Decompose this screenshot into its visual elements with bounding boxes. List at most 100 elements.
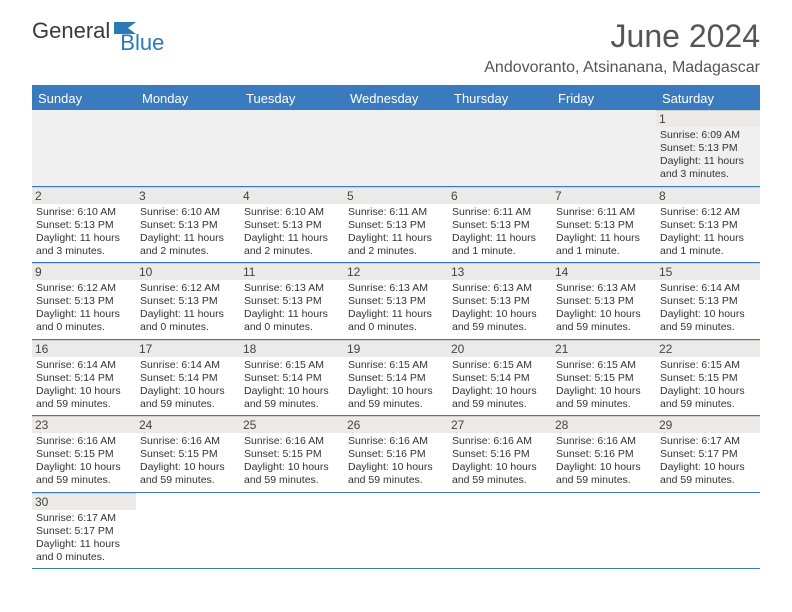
- day-number: 27: [448, 417, 552, 433]
- day-number: 16: [32, 341, 136, 357]
- sunset-line: Sunset: 5:13 PM: [556, 219, 652, 232]
- sunset-line: Sunset: 5:13 PM: [244, 295, 340, 308]
- week-row: 30Sunrise: 6:17 AMSunset: 5:17 PMDayligh…: [32, 493, 760, 570]
- day-cell: [552, 493, 656, 569]
- day-number: 5: [344, 188, 448, 204]
- day-cell: 25Sunrise: 6:16 AMSunset: 5:15 PMDayligh…: [240, 416, 344, 492]
- day-cell: 4Sunrise: 6:10 AMSunset: 5:13 PMDaylight…: [240, 187, 344, 263]
- week-row: 16Sunrise: 6:14 AMSunset: 5:14 PMDayligh…: [32, 340, 760, 417]
- sunset-line: Sunset: 5:16 PM: [348, 448, 444, 461]
- sunset-line: Sunset: 5:13 PM: [36, 219, 132, 232]
- sunrise-line: Sunrise: 6:12 AM: [660, 206, 756, 219]
- logo-text-general: General: [32, 18, 110, 44]
- daylight-line: Daylight: 10 hours and 59 minutes.: [140, 461, 236, 487]
- daylight-line: Daylight: 11 hours and 0 minutes.: [348, 308, 444, 334]
- day-cell: [136, 110, 240, 186]
- day-header: Wednesday: [344, 87, 448, 110]
- sunset-line: Sunset: 5:13 PM: [348, 295, 444, 308]
- daylight-line: Daylight: 11 hours and 1 minute.: [660, 232, 756, 258]
- sunset-line: Sunset: 5:13 PM: [244, 219, 340, 232]
- day-cell: 17Sunrise: 6:14 AMSunset: 5:14 PMDayligh…: [136, 340, 240, 416]
- day-number: 30: [32, 494, 136, 510]
- day-cell: 2Sunrise: 6:10 AMSunset: 5:13 PMDaylight…: [32, 187, 136, 263]
- sunrise-line: Sunrise: 6:12 AM: [140, 282, 236, 295]
- sunrise-line: Sunrise: 6:15 AM: [348, 359, 444, 372]
- day-cell: 9Sunrise: 6:12 AMSunset: 5:13 PMDaylight…: [32, 263, 136, 339]
- day-cell: 30Sunrise: 6:17 AMSunset: 5:17 PMDayligh…: [32, 493, 136, 569]
- day-number: 23: [32, 417, 136, 433]
- sunrise-line: Sunrise: 6:10 AM: [140, 206, 236, 219]
- daylight-line: Daylight: 11 hours and 1 minute.: [452, 232, 548, 258]
- sunrise-line: Sunrise: 6:16 AM: [140, 435, 236, 448]
- sunset-line: Sunset: 5:16 PM: [452, 448, 548, 461]
- day-number: 11: [240, 264, 344, 280]
- sunset-line: Sunset: 5:13 PM: [660, 219, 756, 232]
- day-number: 17: [136, 341, 240, 357]
- sunrise-line: Sunrise: 6:15 AM: [660, 359, 756, 372]
- sunrise-line: Sunrise: 6:16 AM: [36, 435, 132, 448]
- day-cell: 19Sunrise: 6:15 AMSunset: 5:14 PMDayligh…: [344, 340, 448, 416]
- day-cell: 1Sunrise: 6:09 AMSunset: 5:13 PMDaylight…: [656, 110, 760, 186]
- day-number: 1: [656, 111, 760, 127]
- sunrise-line: Sunrise: 6:16 AM: [244, 435, 340, 448]
- sunrise-line: Sunrise: 6:15 AM: [452, 359, 548, 372]
- sunrise-line: Sunrise: 6:15 AM: [244, 359, 340, 372]
- daylight-line: Daylight: 10 hours and 59 minutes.: [452, 308, 548, 334]
- week-row: 1Sunrise: 6:09 AMSunset: 5:13 PMDaylight…: [32, 110, 760, 187]
- day-cell: [32, 110, 136, 186]
- daylight-line: Daylight: 11 hours and 2 minutes.: [140, 232, 236, 258]
- day-number: 18: [240, 341, 344, 357]
- sunset-line: Sunset: 5:13 PM: [660, 295, 756, 308]
- day-cell: [240, 110, 344, 186]
- week-row: 2Sunrise: 6:10 AMSunset: 5:13 PMDaylight…: [32, 187, 760, 264]
- day-cell: 22Sunrise: 6:15 AMSunset: 5:15 PMDayligh…: [656, 340, 760, 416]
- sunrise-line: Sunrise: 6:16 AM: [452, 435, 548, 448]
- day-number: 10: [136, 264, 240, 280]
- daylight-line: Daylight: 11 hours and 0 minutes.: [36, 308, 132, 334]
- sunset-line: Sunset: 5:13 PM: [348, 219, 444, 232]
- sunrise-line: Sunrise: 6:13 AM: [452, 282, 548, 295]
- day-cell: [136, 493, 240, 569]
- day-number: 26: [344, 417, 448, 433]
- sunset-line: Sunset: 5:13 PM: [660, 142, 756, 155]
- sunrise-line: Sunrise: 6:16 AM: [556, 435, 652, 448]
- day-number: 28: [552, 417, 656, 433]
- sunset-line: Sunset: 5:15 PM: [36, 448, 132, 461]
- day-header: Thursday: [448, 87, 552, 110]
- daylight-line: Daylight: 10 hours and 59 minutes.: [348, 461, 444, 487]
- logo: General Blue: [32, 18, 164, 44]
- sunset-line: Sunset: 5:13 PM: [140, 219, 236, 232]
- day-number: 21: [552, 341, 656, 357]
- day-number: 19: [344, 341, 448, 357]
- sunset-line: Sunset: 5:13 PM: [452, 295, 548, 308]
- day-header: Friday: [552, 87, 656, 110]
- sunset-line: Sunset: 5:17 PM: [36, 525, 132, 538]
- day-number: 25: [240, 417, 344, 433]
- sunrise-line: Sunrise: 6:12 AM: [36, 282, 132, 295]
- day-cell: 24Sunrise: 6:16 AMSunset: 5:15 PMDayligh…: [136, 416, 240, 492]
- day-number: 14: [552, 264, 656, 280]
- sunrise-line: Sunrise: 6:14 AM: [36, 359, 132, 372]
- daylight-line: Daylight: 11 hours and 2 minutes.: [244, 232, 340, 258]
- day-cell: 14Sunrise: 6:13 AMSunset: 5:13 PMDayligh…: [552, 263, 656, 339]
- logo-text-blue: Blue: [120, 30, 164, 56]
- day-cell: [552, 110, 656, 186]
- sunset-line: Sunset: 5:14 PM: [36, 372, 132, 385]
- sunrise-line: Sunrise: 6:10 AM: [36, 206, 132, 219]
- title-block: June 2024 Andovoranto, Atsinanana, Madag…: [484, 18, 760, 77]
- sunset-line: Sunset: 5:13 PM: [36, 295, 132, 308]
- day-cell: 15Sunrise: 6:14 AMSunset: 5:13 PMDayligh…: [656, 263, 760, 339]
- sunrise-line: Sunrise: 6:13 AM: [556, 282, 652, 295]
- sunrise-line: Sunrise: 6:17 AM: [660, 435, 756, 448]
- day-cell: 3Sunrise: 6:10 AMSunset: 5:13 PMDaylight…: [136, 187, 240, 263]
- sunset-line: Sunset: 5:14 PM: [244, 372, 340, 385]
- day-cell: 16Sunrise: 6:14 AMSunset: 5:14 PMDayligh…: [32, 340, 136, 416]
- sunrise-line: Sunrise: 6:09 AM: [660, 129, 756, 142]
- day-cell: 8Sunrise: 6:12 AMSunset: 5:13 PMDaylight…: [656, 187, 760, 263]
- day-number: 12: [344, 264, 448, 280]
- day-header: Tuesday: [240, 87, 344, 110]
- daylight-line: Daylight: 10 hours and 59 minutes.: [660, 385, 756, 411]
- day-cell: [656, 493, 760, 569]
- day-cell: 10Sunrise: 6:12 AMSunset: 5:13 PMDayligh…: [136, 263, 240, 339]
- day-header: Saturday: [656, 87, 760, 110]
